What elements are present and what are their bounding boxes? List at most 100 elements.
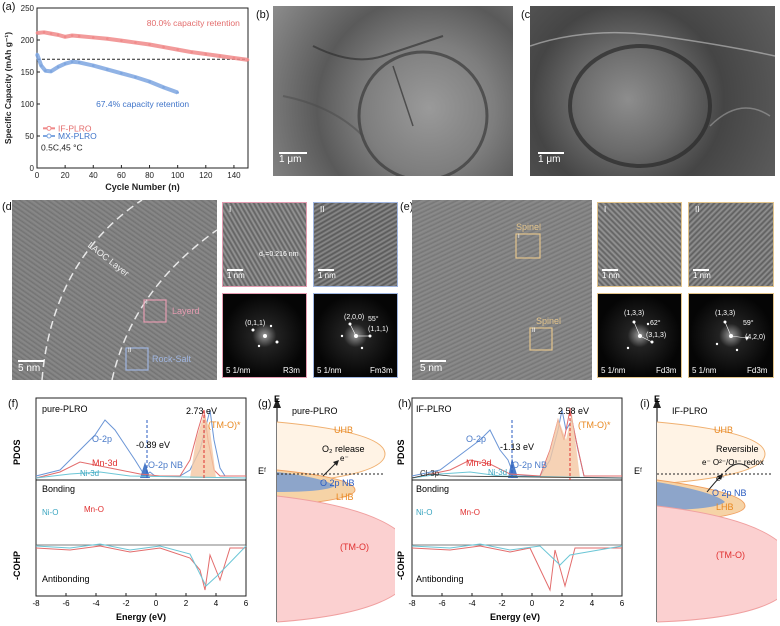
x-tick-label: -4 [92, 599, 100, 608]
data-point [162, 86, 165, 89]
data-point [49, 32, 53, 35]
i-uhb: UHB [714, 425, 734, 435]
x-tick-label: 140 [227, 171, 241, 180]
series-line-mx-plro [35, 53, 179, 95]
fft-e-i-scale: 5 1/nm [601, 366, 626, 375]
data-point [120, 71, 123, 75]
x-tick-label: 20 [61, 171, 70, 180]
fft-e-ii-angle: 59° [743, 320, 754, 327]
data-point [148, 43, 151, 46]
fft-e-ii-index2: (4,2,0) [745, 334, 766, 341]
panel-a-label: (a) [2, 1, 16, 13]
f-xlabel: Energy (eV) [116, 612, 167, 622]
annot-red: 80.0% capacity retention [147, 18, 240, 28]
g-tmo: (TM-O) [340, 542, 369, 552]
hrtem-d-i: I d₁=0.216 nm 1 nm [222, 202, 307, 287]
scalebar-d: 5 nm [18, 363, 41, 374]
annot-blue: 67.4% capacity retention [96, 99, 189, 109]
g-title: pure-PLRO [292, 406, 338, 416]
fft-d-ii-angle: 55° [368, 316, 379, 323]
fft-d-ii-scale: 5 1/nm [317, 366, 342, 375]
x-tick-label: 6 [244, 599, 249, 608]
i-ef: Eᶠ [634, 466, 643, 476]
x-tick-label: 4 [590, 599, 595, 608]
data-point [49, 70, 53, 73]
x-tick-label: -4 [468, 599, 476, 608]
h-e1: -1.13 eV [500, 442, 535, 452]
legend-if-plro: IF-PLRO [58, 123, 92, 133]
panel-f-label: (f) [8, 398, 19, 410]
tem-image-e: Spinel Spinel I II 5 nm [412, 200, 592, 380]
layered-text: Layerd [172, 306, 200, 316]
box-ii-label: II [128, 348, 132, 354]
i-tmo: (TM-O) [716, 550, 745, 560]
y-tick-label: 150 [21, 68, 35, 77]
hr-d-i-scale: 1 nm [227, 271, 245, 280]
fft-d-i-group: R3m [283, 366, 300, 375]
fft-d-i-scale: 5 1/nm [226, 366, 251, 375]
fft-d-ii-index1: (2,0,0) [344, 314, 365, 321]
f-mn3d: Mn-3d [92, 458, 118, 468]
g-lhb: LHB [336, 492, 354, 502]
hr-d-ii-scale: 1 nm [318, 271, 336, 280]
hrtem-e-ii: II 1 nm [688, 202, 774, 287]
x-tick-label: 80 [145, 171, 154, 180]
f-e1: -0.89 eV [136, 440, 171, 450]
data-point [35, 52, 39, 56]
x-tick-label: 0 [154, 599, 159, 608]
data-point [91, 36, 95, 39]
g-o2pnb: O 2p NB [320, 478, 355, 488]
x-tick-label: -2 [498, 599, 506, 608]
y-tick-label: 200 [21, 36, 35, 45]
legend-mx-plro: MX-PLRO [58, 131, 97, 141]
panel-g-label: (g) [258, 398, 272, 410]
data-point [91, 64, 95, 67]
h-pdos-axis: PDOS [396, 439, 406, 465]
data-point [39, 64, 43, 67]
fft-e-i-index1: (1,3,3) [624, 310, 645, 317]
data-point [77, 61, 81, 64]
hr-d-i-label: I [229, 205, 232, 214]
tem-image-d: LAOC Layer Layerd Rock-Salt I II 5 nm [12, 200, 217, 380]
x-tick-label: 4 [214, 599, 219, 608]
data-point [204, 52, 208, 56]
panel-h-label: (h) [398, 398, 412, 410]
fft-d-i: (0,1,1) 5 1/nm R3m [222, 293, 307, 378]
scalebar-c: 1 μm [538, 154, 561, 165]
h-mn3d: Mn-3d [466, 458, 492, 468]
data-point [148, 80, 151, 83]
hr-e-ii-label: II [695, 205, 700, 214]
legend-marker-if [46, 125, 52, 131]
data-point [246, 58, 250, 62]
data-point [42, 31, 46, 34]
box-e-ii-label: II [532, 328, 536, 334]
h-nio: Ni-O [416, 508, 433, 517]
data-point [44, 69, 47, 73]
box-e-i-label: I [518, 234, 520, 240]
y-tick-label: 0 [30, 164, 35, 173]
f-nio: Ni-O [42, 508, 59, 517]
h-antibonding: Antibonding [416, 574, 464, 584]
sem-image-b: 1 μm [273, 6, 513, 176]
h-bonding: Bonding [416, 484, 450, 494]
data-point [190, 50, 194, 54]
fft-e-i-index2: (3,1,3) [646, 332, 667, 339]
y-tick-label: 100 [21, 100, 35, 109]
box-i-label: I [146, 300, 148, 306]
fft-e-ii-scale: 5 1/nm [692, 366, 717, 375]
fft-e-ii-group: Fd3m [747, 366, 768, 375]
data-point [56, 65, 60, 69]
hr-d-i-spacing: d₁=0.216 nm [259, 251, 299, 258]
y-tick-label: 250 [21, 4, 35, 13]
data-point [106, 37, 109, 41]
fft-d-i-index: (0,1,1) [245, 320, 266, 327]
i-reversible: Reversible [716, 444, 759, 454]
x-tick-label: 0 [530, 599, 535, 608]
x-tick-label: 100 [171, 171, 185, 180]
x-tick-label: 60 [117, 171, 126, 180]
h-e2: 2.58 eV [558, 406, 590, 416]
data-point [134, 75, 137, 79]
fft-e-ii-index1: (1,3,3) [715, 310, 736, 317]
fft-e-i-group: Fd3m [656, 366, 677, 375]
fft-e-i-angle: 62° [650, 320, 661, 327]
